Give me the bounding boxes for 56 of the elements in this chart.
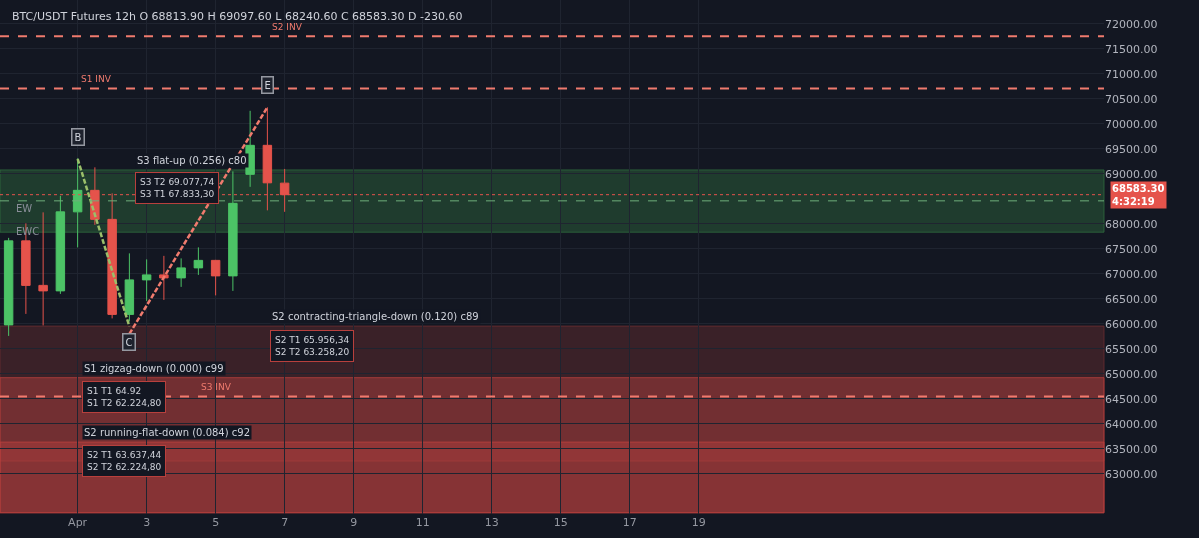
- x-tick-label: 19: [691, 516, 706, 529]
- annotation: S2 T1 63.637,44 S2 T2 62.224,80: [87, 450, 162, 472]
- y-tick-label: 70500.00: [1105, 92, 1158, 106]
- ref-line-label: S1 INV: [81, 74, 112, 84]
- y-tick-label: 63500.00: [1105, 442, 1158, 456]
- y-tick-label: 68000.00: [1105, 217, 1158, 231]
- y-tick-label: 64000.00: [1105, 417, 1158, 431]
- text: BTC/USDT Futures 12h O 68813.90 H 69097.60 L 68240.60 C 68583.30 D -230.60: [11, 9, 463, 23]
- annotation: EW: [16, 203, 33, 214]
- candlestick: [176, 257, 186, 288]
- annotation: B: [74, 131, 82, 143]
- y-tick-label: 71500.00: [1105, 42, 1158, 56]
- y-tick-label: 66000.00: [1105, 317, 1158, 331]
- y-tick-label: 72000.00: [1105, 17, 1158, 31]
- annotation: S1 T1 64.92 S1 T2 62.224,80: [87, 386, 162, 408]
- x-tick-label: 13: [484, 516, 499, 529]
- y-tick-label: 66500.00: [1105, 292, 1158, 306]
- y-tick-label: 69000.00: [1105, 167, 1158, 181]
- candlestick: [159, 255, 169, 301]
- candlestick: [72, 157, 83, 248]
- candlestick: [141, 258, 152, 302]
- candlestick: [193, 246, 204, 276]
- candlestick: [124, 252, 135, 322]
- x-tick-label: Apr: [68, 516, 88, 529]
- x-tick-label: 11: [415, 516, 430, 529]
- band-label: S2 running-flat-down (0.084) c92: [84, 427, 251, 438]
- band-label: S1 zigzag-down (0.000) c99: [84, 363, 224, 374]
- band-label: S2 contracting-triangle-down (0.120) c89: [272, 311, 479, 322]
- y-tick-label: 64500.00: [1105, 392, 1158, 406]
- y-tick-label: 65500.00: [1105, 342, 1158, 356]
- y-tick-label: 70000.00: [1105, 117, 1158, 131]
- annotation: C: [125, 336, 133, 348]
- candlestick: [38, 211, 48, 326]
- candlestick: [210, 259, 221, 296]
- x-tick-label: 3: [143, 516, 151, 529]
- x-tick-label: 9: [350, 516, 358, 529]
- ref-line-label: S2 INV: [272, 22, 303, 32]
- y-tick-label: 69500.00: [1105, 142, 1158, 156]
- x-tick-label: 15: [553, 516, 568, 529]
- annotation: S2 T1 65.956,34 S2 T2 63.258,20: [275, 335, 350, 357]
- x-tick-label: 17: [622, 516, 637, 529]
- ref-line-label: 68583.30 4:32:19: [1112, 183, 1165, 207]
- y-tick-label: 65000.00: [1105, 367, 1158, 381]
- y-tick-label: 67500.00: [1105, 242, 1158, 256]
- candlestick: [55, 195, 66, 295]
- x-tick-label: 7: [281, 516, 289, 529]
- ref-line-label: S3 INV: [201, 382, 232, 392]
- candlestick: [3, 237, 14, 337]
- annotation: S3 T2 69.077,74 S3 T1 67.833,30: [140, 177, 215, 199]
- candlestick: [228, 170, 238, 292]
- y-tick-label: 67000.00: [1105, 267, 1158, 281]
- y-tick-label: 63000.00: [1105, 467, 1158, 481]
- y-tick-label: 71000.00: [1105, 67, 1158, 81]
- annotation: E: [264, 79, 271, 91]
- band-label: S3 flat-up (0.256) c80: [137, 155, 247, 166]
- x-tick-label: 5: [212, 516, 220, 529]
